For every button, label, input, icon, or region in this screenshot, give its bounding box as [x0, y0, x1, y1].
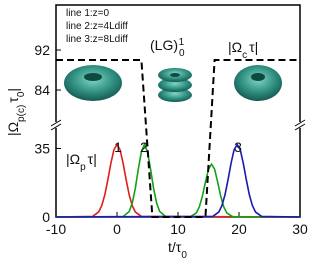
legend-entry: line 2:z=4Ldiff [66, 21, 128, 32]
annotation-omega-c-part: τ| [249, 39, 258, 55]
x-axis-label: t/τ0 [168, 239, 187, 261]
axis-break [50, 119, 62, 127]
pulse-line [55, 143, 301, 218]
annotation-omega-p: |Ωp τ| [66, 151, 97, 173]
legend-entry: line 1:z=0 [66, 8, 110, 19]
annotation-omega-p-part: τ| [88, 151, 97, 167]
axis-break-gap [51, 122, 61, 128]
x-tick-label: 30 [292, 221, 308, 237]
annotation-lg-part: (LG) [150, 37, 178, 53]
y-tick-label: 84 [34, 82, 50, 98]
y-axis-label-part: | [5, 88, 21, 92]
annotation-omega-p-part: |Ω [66, 151, 80, 167]
x-tick-label: 20 [231, 221, 247, 237]
control-line [56, 59, 300, 218]
y-axis-label-part: τ [5, 97, 21, 103]
axis-break-gap [295, 122, 305, 128]
y-tick-label: 35 [34, 140, 50, 156]
torus-left [64, 65, 122, 101]
peak-label: 2 [140, 139, 148, 155]
axis-break [294, 119, 306, 127]
axis-break [50, 123, 62, 131]
y-axis-label-part: 0 [16, 91, 27, 97]
annotation-omega-p-part: p [80, 162, 86, 173]
axis-break [294, 123, 306, 131]
torus-right [234, 65, 282, 101]
x-tick-label: 0 [113, 221, 121, 237]
y-axis-label: |Ωp(c) τ0| [5, 88, 27, 136]
y-tick-label: 92 [34, 42, 50, 58]
torus-middle [158, 68, 192, 102]
peak-label: 1 [114, 139, 122, 155]
peak-label: 3 [234, 139, 242, 155]
x-axis-label-part: 0 [181, 250, 187, 261]
annotation-lg-part: 0 [179, 48, 185, 59]
annotation-omega-c-part: |Ω [228, 39, 242, 55]
annotation-omega-c-part: c [242, 50, 247, 61]
y-axis-label-part: |Ω [5, 122, 21, 136]
pulse-line [55, 143, 301, 218]
annotation-lg-part: 1 [179, 37, 185, 48]
annotation-lg: (LG)01 [150, 37, 185, 59]
y-axis-label-part: p(c) [16, 105, 27, 122]
legend-entry: line 3:z=8Ldiff [66, 34, 128, 45]
x-tick-label: 10 [170, 221, 186, 237]
y-tick-label: 0 [42, 209, 50, 225]
annotation-omega-c: |Ωc τ| [228, 39, 258, 61]
x-axis-label-part: t/τ [168, 239, 182, 255]
x-tick-label: -10 [46, 221, 66, 237]
